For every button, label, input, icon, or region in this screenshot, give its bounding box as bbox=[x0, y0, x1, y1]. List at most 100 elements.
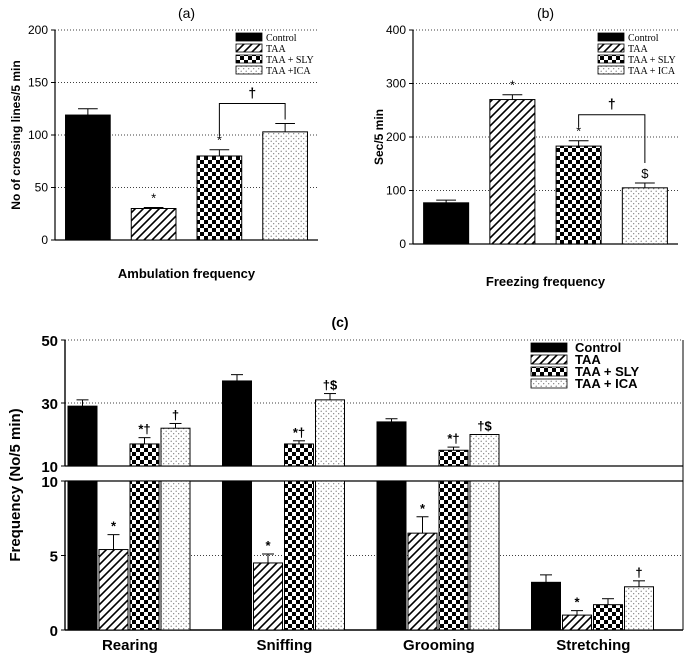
legend-swatch bbox=[530, 342, 568, 353]
legend-label: TAA bbox=[575, 352, 601, 367]
significance-mark: † bbox=[172, 407, 179, 422]
legend-swatch bbox=[597, 54, 625, 64]
y-tick-label: 30 bbox=[41, 396, 58, 413]
bar-rearing-1 bbox=[98, 549, 129, 631]
legend-label: Control bbox=[266, 33, 297, 44]
y-tick-label: 0 bbox=[50, 623, 58, 640]
bar-rearing-0-upper bbox=[67, 405, 98, 467]
legend-label: Control bbox=[575, 340, 621, 355]
y-tick-label: 10 bbox=[41, 459, 58, 476]
legend-swatch bbox=[597, 43, 625, 53]
legend-label: TAA bbox=[628, 44, 649, 55]
legend-label: TAA + SLY bbox=[575, 364, 640, 379]
x-category-label: Stretching bbox=[556, 637, 630, 653]
bar-b-2 bbox=[555, 145, 602, 245]
bar-grooming-3-upper bbox=[469, 434, 500, 467]
bar-sniffing-3-upper bbox=[315, 399, 345, 467]
bar-stretching-0 bbox=[531, 581, 561, 631]
y-tick-label: 150 bbox=[28, 76, 48, 90]
legend-label: TAA + SLY bbox=[628, 55, 676, 66]
legend-label: TAA + SLY bbox=[266, 55, 314, 66]
panel-label-c: (c) bbox=[331, 314, 348, 330]
significance-mark: †$ bbox=[477, 419, 492, 434]
legend-label: Control bbox=[628, 33, 659, 44]
significance-mark: *† bbox=[138, 422, 150, 437]
legend-label: TAA + ICA bbox=[628, 66, 676, 77]
y-tick-label: 300 bbox=[386, 77, 406, 91]
x-category-label: Sniffing bbox=[256, 637, 312, 653]
y-tick-label: 100 bbox=[28, 128, 48, 142]
y-tick-label: 50 bbox=[41, 333, 58, 350]
bar-grooming-0-lower bbox=[376, 480, 407, 631]
significance-mark: * bbox=[510, 78, 515, 93]
y-tick-label: 400 bbox=[386, 23, 406, 37]
bar-rearing-3-upper bbox=[160, 427, 191, 467]
bar-stretching-3 bbox=[624, 586, 654, 631]
significance-mark: * bbox=[151, 190, 156, 205]
bar-b-1 bbox=[489, 99, 536, 245]
bar-grooming-0-upper bbox=[376, 421, 407, 467]
bar-a-1 bbox=[130, 208, 177, 241]
bar-a-2 bbox=[196, 155, 243, 241]
x-category-label: Rearing bbox=[102, 637, 158, 653]
significance-bracket bbox=[218, 102, 286, 136]
legend-swatch bbox=[530, 354, 568, 365]
y-tick-label: 100 bbox=[386, 184, 406, 198]
bar-sniffing-2-lower bbox=[284, 480, 314, 631]
legend-label: TAA + ICA bbox=[575, 376, 638, 391]
bar-rearing-2-lower bbox=[129, 480, 160, 631]
y-tick-label: 200 bbox=[386, 130, 406, 144]
legend-swatch bbox=[530, 366, 568, 377]
bar-a-3 bbox=[262, 131, 308, 241]
bar-sniffing-2-upper bbox=[284, 443, 314, 467]
y-tick-label: 200 bbox=[28, 23, 48, 37]
x-category-label: Grooming bbox=[403, 637, 475, 653]
significance-mark: †$ bbox=[323, 378, 338, 393]
y-axis-title: Frequency (No/5 min) bbox=[7, 408, 24, 561]
y-tick-label: 5 bbox=[50, 549, 58, 566]
bar-sniffing-1 bbox=[253, 562, 283, 631]
bar-grooming-2-lower bbox=[438, 480, 469, 631]
bracket-mark: † bbox=[608, 96, 616, 112]
legend-swatch bbox=[235, 32, 263, 42]
significance-mark: * bbox=[265, 538, 271, 553]
bracket-mark: † bbox=[248, 84, 256, 100]
panel-label-b: (b) bbox=[537, 5, 554, 21]
significance-bracket bbox=[578, 114, 646, 164]
significance-mark: * bbox=[217, 133, 222, 148]
legend-swatch bbox=[597, 32, 625, 42]
panel-label-a: (a) bbox=[178, 5, 195, 21]
y-tick-label: 10 bbox=[41, 474, 58, 491]
legend-swatch bbox=[530, 378, 568, 389]
y-tick-label: 50 bbox=[35, 181, 49, 195]
significance-mark: † bbox=[635, 565, 642, 580]
legend-swatch bbox=[235, 65, 263, 75]
significance-mark: $ bbox=[641, 166, 649, 181]
bar-stretching-2 bbox=[593, 604, 623, 631]
bar-b-0 bbox=[423, 202, 470, 245]
significance-mark: * bbox=[576, 124, 581, 139]
y-tick-label: 0 bbox=[41, 233, 48, 247]
bar-sniffing-3-lower bbox=[315, 480, 345, 631]
legend-swatch bbox=[235, 54, 263, 64]
bar-a-0 bbox=[65, 114, 111, 241]
legend-swatch bbox=[597, 65, 625, 75]
significance-mark: * bbox=[111, 519, 117, 534]
legend-swatch bbox=[235, 43, 263, 53]
bar-stretching-1 bbox=[562, 614, 592, 631]
bar-rearing-3-lower bbox=[160, 480, 191, 631]
bar-sniffing-0-lower bbox=[222, 480, 252, 631]
bar-b-3 bbox=[621, 187, 668, 245]
y-axis-title: No of crossing lines/5 min bbox=[9, 60, 23, 209]
bar-rearing-2-upper bbox=[129, 443, 160, 467]
bar-rearing-0-lower bbox=[67, 480, 98, 631]
y-axis-title: Sec/5 min bbox=[372, 109, 386, 165]
bar-grooming-1 bbox=[407, 532, 438, 631]
bar-grooming-3-lower bbox=[469, 480, 500, 631]
legend-label: TAA +ICA bbox=[266, 66, 311, 77]
significance-mark: *† bbox=[293, 425, 305, 440]
x-axis-title: Freezing frequency bbox=[486, 274, 606, 289]
bar-sniffing-0-upper bbox=[222, 380, 252, 467]
x-axis-title: Ambulation frequency bbox=[118, 266, 256, 281]
